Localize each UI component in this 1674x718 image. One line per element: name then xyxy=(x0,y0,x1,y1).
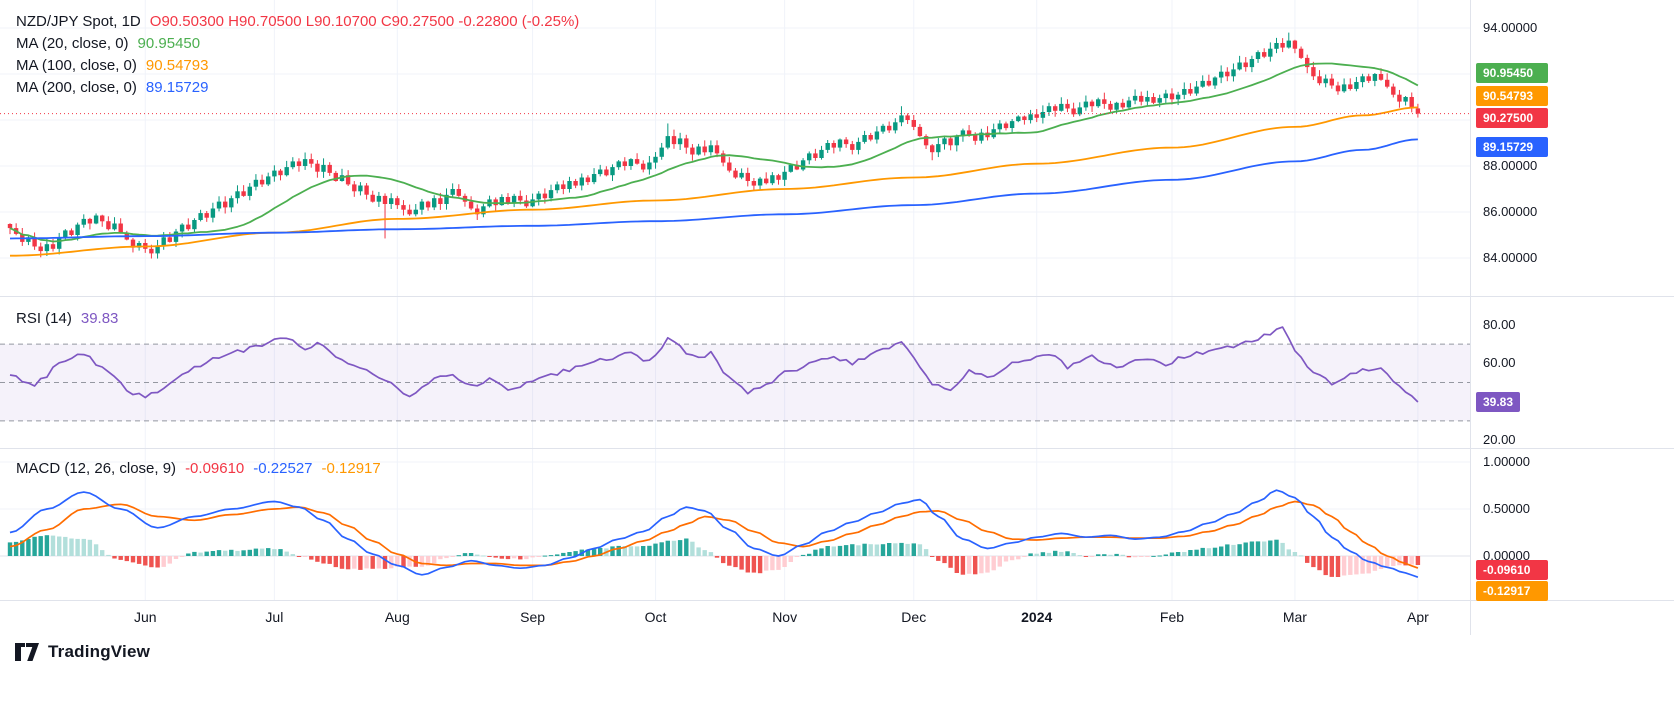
time-axis-label-2024[interactable]: 2024 xyxy=(1021,609,1053,625)
price-axis-tick: 88.00000 xyxy=(1483,158,1538,173)
ma200-row[interactable]: MA (200, close, 0) 89.15729 xyxy=(16,77,579,99)
tradingview-logo-icon xyxy=(15,643,39,661)
price-axis-tick: 94.00000 xyxy=(1483,20,1538,35)
macd-axis-badge: -0.09610 xyxy=(1476,560,1548,580)
ma20-row[interactable]: MA (20, close, 0) 90.95450 xyxy=(16,33,579,55)
macd-axis-tick: 1.00000 xyxy=(1483,454,1530,469)
macd-hist-value: -0.09610 xyxy=(185,460,245,477)
macd-axis-badge: -0.12917 xyxy=(1476,581,1548,601)
brand-name: TradingView xyxy=(48,642,151,661)
time-axis-label-oct[interactable]: Oct xyxy=(644,609,667,625)
time-axis-label-feb[interactable]: Feb xyxy=(1159,609,1185,625)
rsi-axis-tick: 60.00 xyxy=(1483,355,1516,371)
macd-signal-value: -0.12917 xyxy=(321,460,381,477)
time-axis-label-apr[interactable]: Apr xyxy=(1406,609,1429,625)
time-axis-label-mar[interactable]: Mar xyxy=(1282,609,1307,625)
rsi-legend: RSI (14) 39.83 xyxy=(16,308,118,330)
price-axis-badge: 90.27500 xyxy=(1476,108,1548,128)
ma100-label: MA (100, close, 0) xyxy=(16,57,137,74)
rsi-label: RSI (14) xyxy=(16,310,72,327)
symbol-title: NZD/JPY Spot, 1D xyxy=(16,13,141,30)
time-axis-label-jul[interactable]: Jul xyxy=(265,609,284,625)
macd-label: MACD (12, 26, close, 9) xyxy=(16,460,177,477)
macd-axis-tick: 0.50000 xyxy=(1483,501,1530,516)
time-axis-label-dec[interactable]: Dec xyxy=(901,609,927,625)
price-axis-tick: 84.00000 xyxy=(1483,250,1538,265)
ma200-value: 89.15729 xyxy=(145,79,209,96)
time-axis-label-jun[interactable]: Jun xyxy=(133,609,157,625)
rsi-value: 39.83 xyxy=(80,310,119,327)
ohlc-values: O90.50300 H90.70500 L90.10700 C90.27500 … xyxy=(149,13,580,30)
rsi-axis-tick: 20.00 xyxy=(1483,432,1516,447)
price-axis-badge: 89.15729 xyxy=(1476,137,1548,157)
macd-row[interactable]: MACD (12, 26, close, 9) -0.09610 -0.2252… xyxy=(16,458,381,480)
rsi-axis-tick: 80.00 xyxy=(1483,317,1516,332)
ma200-label: MA (200, close, 0) xyxy=(16,79,137,96)
rsi-axis-badge: 39.83 xyxy=(1476,392,1521,412)
time-axis-label-aug[interactable]: Aug xyxy=(384,609,410,625)
ma20-value: 90.95450 xyxy=(137,35,201,52)
price-legend: NZD/JPY Spot, 1D O90.50300 H90.70500 L90… xyxy=(16,11,579,99)
symbol-row[interactable]: NZD/JPY Spot, 1D O90.50300 H90.70500 L90… xyxy=(16,11,579,33)
ma20-label: MA (20, close, 0) xyxy=(16,35,129,52)
price-axis-badge: 90.54793 xyxy=(1476,86,1548,106)
ma100-value: 90.54793 xyxy=(145,57,209,74)
brand-footer[interactable]: TradingView xyxy=(14,641,150,663)
macd-line-value: -0.22527 xyxy=(253,460,313,477)
macd-axis-tick: 0.00000 xyxy=(1483,548,1530,563)
macd-legend: MACD (12, 26, close, 9) -0.09610 -0.2252… xyxy=(16,458,381,480)
time-axis-label-nov[interactable]: Nov xyxy=(772,609,798,625)
price-axis-badge: 90.95450 xyxy=(1476,63,1548,83)
rsi-row[interactable]: RSI (14) 39.83 xyxy=(16,308,118,330)
ma100-row[interactable]: MA (100, close, 0) 90.54793 xyxy=(16,55,579,77)
time-axis-label-sep[interactable]: Sep xyxy=(520,609,546,625)
price-axis-tick: 86.00000 xyxy=(1483,204,1538,219)
